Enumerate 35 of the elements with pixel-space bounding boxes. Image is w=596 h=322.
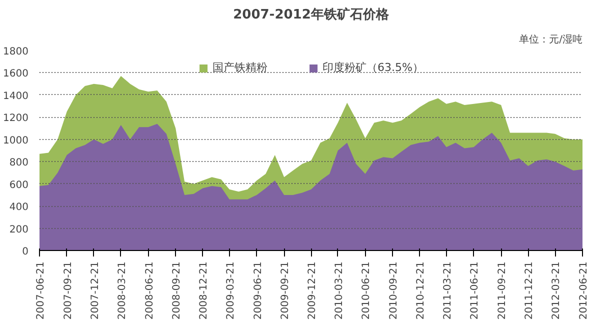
y-tick-label: 1200 — [3, 113, 29, 124]
x-tick-label: 2008-03-21 — [116, 261, 128, 320]
x-tick-label: 2011-03-21 — [442, 261, 454, 320]
x-tick-label: 2011-06-21 — [470, 261, 481, 320]
x-tick-label: 2012-06-21 — [578, 261, 590, 320]
x-tick-label: 2011-12-21 — [524, 261, 536, 320]
chart-title: 2007-2012年铁矿石价格 — [233, 6, 390, 22]
x-tick-label: 2010-09-21 — [388, 261, 400, 320]
x-tick-label: 2008-09-21 — [172, 261, 183, 320]
y-tick-label: 1800 — [3, 46, 29, 58]
x-tick-label: 2009-12-21 — [307, 261, 318, 320]
y-tick-label: 200 — [9, 224, 29, 236]
x-tick-label: 2007-06-21 — [36, 261, 46, 320]
x-tick-label: 2008-12-21 — [198, 261, 210, 320]
x-tick-label: 2009-03-21 — [225, 261, 236, 320]
legend-label: 印度粉矿（63.5%） — [322, 60, 424, 75]
x-tick-label: 2011-09-21 — [497, 261, 508, 320]
y-tick-label: 600 — [9, 180, 29, 191]
legend-label: 国产铁精粉 — [212, 60, 268, 75]
text: 单位：元/湿吨 — [519, 34, 583, 46]
x-tick-label: 2012-03-21 — [551, 261, 562, 320]
x-tick-label: 2010-06-21 — [361, 261, 372, 320]
x-tick-label: 2010-03-21 — [334, 261, 345, 320]
y-tick-label: 1600 — [3, 68, 29, 80]
x-tick-label: 2009-09-21 — [280, 261, 292, 320]
y-tick-label: 1400 — [3, 90, 29, 102]
x-tick-label: 2007-12-21 — [90, 261, 101, 320]
x-tick-label: 2009-06-21 — [252, 261, 264, 320]
y-tick-label: 0 — [22, 246, 29, 258]
y-tick-label: 800 — [9, 158, 29, 169]
x-tick-label: 2010-12-21 — [416, 261, 427, 320]
x-tick-label: 2008-06-21 — [144, 261, 156, 320]
y-tick-label: 400 — [9, 202, 29, 214]
x-tick-label: 2007-09-21 — [62, 261, 74, 320]
y-tick-label: 1000 — [3, 135, 29, 146]
